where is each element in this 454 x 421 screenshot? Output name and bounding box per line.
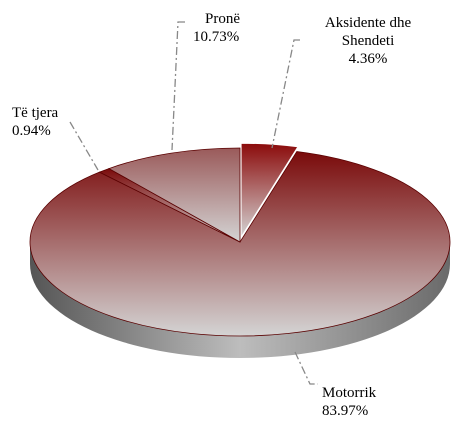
value-label: 10.73% [193, 29, 240, 45]
value-label: 0.94% [12, 123, 51, 139]
leader-line [69, 121, 99, 171]
value-label: 4.36% [348, 51, 388, 67]
leader-line [271, 39, 300, 149]
leader-line [294, 351, 318, 385]
category-label: Të tjera [12, 105, 59, 121]
slice-label: Pronë 10.73% [193, 10, 240, 46]
leader-line [171, 21, 185, 151]
slice-label: Motorrik 83.97% [322, 384, 376, 420]
pie-slice [29, 151, 451, 337]
slice-label: Aksidente dhe Shendeti 4.36% [318, 14, 418, 68]
value-label: 83.97% [322, 403, 369, 419]
category-label: Aksidente dhe Shendeti [324, 15, 412, 49]
category-label: Pronë [205, 11, 240, 27]
pie-slice [107, 147, 241, 243]
pie-slice [240, 142, 299, 239]
category-label: Motorrik [322, 385, 377, 401]
pie-side [30, 242, 450, 358]
slice-label: Të tjera 0.94% [12, 104, 58, 140]
